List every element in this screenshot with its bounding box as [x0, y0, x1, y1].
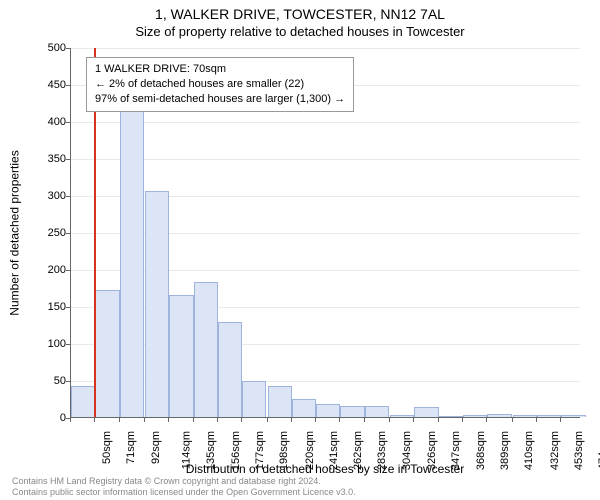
- x-tick-mark: [364, 418, 365, 422]
- histogram-bar: [340, 406, 364, 417]
- x-tick-mark: [267, 418, 268, 422]
- x-tick-mark: [315, 418, 316, 422]
- footer-line-1: Contains HM Land Registry data © Crown c…: [12, 476, 356, 486]
- histogram-bar: [390, 415, 414, 417]
- y-tick-label: 350: [26, 153, 66, 165]
- x-tick-mark: [462, 418, 463, 422]
- x-tick-mark: [512, 418, 513, 422]
- histogram-bar: [487, 414, 511, 417]
- x-tick-label: 71sqm: [125, 431, 137, 464]
- histogram-bar: [268, 386, 292, 417]
- chart-title-address: 1, WALKER DRIVE, TOWCESTER, NN12 7AL: [0, 6, 600, 22]
- x-axis-label: Distribution of detached houses by size …: [70, 462, 580, 476]
- legend-line-2: ← 2% of detached houses are smaller (22): [95, 77, 345, 92]
- histogram-bar: [218, 322, 242, 417]
- x-tick-mark: [217, 418, 218, 422]
- y-tick-label: 400: [26, 116, 66, 128]
- histogram-bar: [316, 404, 340, 417]
- histogram-bar: [242, 381, 266, 417]
- x-tick-mark: [168, 418, 169, 422]
- x-tick-mark: [339, 418, 340, 422]
- histogram-bar: [537, 415, 561, 417]
- histogram-bar: [292, 399, 316, 418]
- gridline: [71, 122, 580, 123]
- x-tick-mark: [291, 418, 292, 422]
- legend-line-3: 97% of semi-detached houses are larger (…: [95, 92, 345, 107]
- x-tick-mark: [560, 418, 561, 422]
- histogram-bar: [194, 282, 218, 417]
- chart-title-subtitle: Size of property relative to detached ho…: [0, 24, 600, 39]
- histogram-bar: [145, 191, 169, 417]
- histogram-bar: [120, 111, 144, 417]
- histogram-bar: [439, 416, 463, 417]
- footer-attribution: Contains HM Land Registry data © Crown c…: [12, 476, 356, 497]
- x-tick-mark: [486, 418, 487, 422]
- y-tick-label: 150: [26, 301, 66, 313]
- histogram-bar: [71, 386, 95, 417]
- histogram-bar: [365, 406, 389, 417]
- x-tick-mark: [119, 418, 120, 422]
- y-tick-label: 500: [26, 42, 66, 54]
- x-tick-mark: [536, 418, 537, 422]
- x-tick-label: 50sqm: [101, 431, 113, 464]
- y-tick-label: 50: [26, 375, 66, 387]
- y-tick-label: 0: [26, 412, 66, 424]
- histogram-bar: [95, 290, 119, 417]
- x-tick-mark: [438, 418, 439, 422]
- footer-line-2: Contains public sector information licen…: [12, 487, 356, 497]
- histogram-bar: [414, 407, 438, 417]
- x-tick-label: 92sqm: [150, 431, 162, 464]
- chart-container: 1, WALKER DRIVE, TOWCESTER, NN12 7AL Siz…: [0, 0, 600, 500]
- y-tick-label: 450: [26, 79, 66, 91]
- histogram-bar: [561, 415, 585, 417]
- y-tick-label: 250: [26, 227, 66, 239]
- histogram-bar: [463, 415, 487, 417]
- y-axis-label: Number of detached properties: [6, 48, 24, 418]
- x-tick-mark: [70, 418, 71, 422]
- y-tick-label: 300: [26, 190, 66, 202]
- x-tick-mark: [241, 418, 242, 422]
- gridline: [71, 48, 580, 49]
- x-tick-mark: [193, 418, 194, 422]
- y-tick-label: 200: [26, 264, 66, 276]
- x-tick-mark: [389, 418, 390, 422]
- histogram-bar: [169, 295, 193, 417]
- legend-line-1: 1 WALKER DRIVE: 70sqm: [95, 62, 345, 77]
- legend-box: 1 WALKER DRIVE: 70sqm ← 2% of detached h…: [86, 57, 354, 112]
- x-tick-mark: [413, 418, 414, 422]
- y-axis-label-text: Number of detached properties: [8, 150, 22, 315]
- histogram-bar: [513, 415, 537, 417]
- y-tick-label: 100: [26, 338, 66, 350]
- x-tick-mark: [94, 418, 95, 422]
- gridline: [71, 159, 580, 160]
- x-tick-mark: [144, 418, 145, 422]
